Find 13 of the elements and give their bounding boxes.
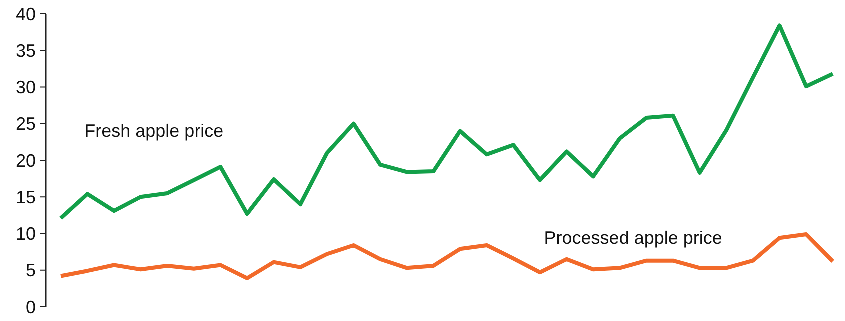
line-series xyxy=(59,24,835,220)
y-tick-label: 40 xyxy=(16,4,36,24)
y-tick-label: 10 xyxy=(16,224,36,244)
y-tick-label: 5 xyxy=(26,260,36,281)
y-tick-label: 30 xyxy=(16,78,36,98)
series-label: Fresh apple price xyxy=(84,121,224,142)
y-tick-label: 0 xyxy=(26,297,36,318)
y-tick-label: 15 xyxy=(16,187,36,208)
line-series xyxy=(59,232,835,280)
series-label: Processed apple price xyxy=(544,228,722,248)
y-tick-label: 20 xyxy=(16,150,36,171)
y-tick-label: 35 xyxy=(16,40,36,61)
y-tick-label: 25 xyxy=(16,114,36,134)
